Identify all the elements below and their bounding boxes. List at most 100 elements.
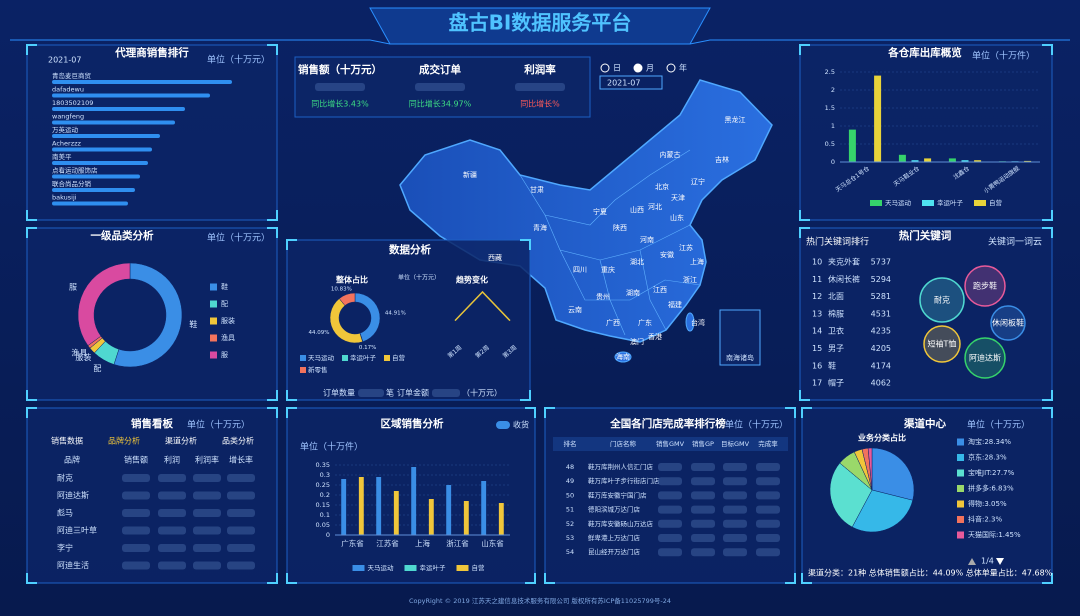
legend-swatch (300, 367, 306, 373)
tab[interactable]: 品类分析 (222, 436, 254, 446)
tab[interactable]: 品牌分析 (108, 436, 140, 446)
column-header: 门店名称 (610, 439, 637, 448)
page-prev[interactable] (968, 558, 976, 565)
legend-label: 拼多多:6.83% (968, 484, 1014, 493)
rank-cell: 49 (566, 477, 574, 485)
bar (341, 479, 347, 535)
keyword-bubble[interactable] (923, 325, 961, 363)
date-option[interactable] (600, 63, 610, 73)
store-cell: 昆山经开万达门店 (588, 547, 641, 556)
legend-label: 京东:28.3% (968, 453, 1007, 462)
legend-label: 配 (221, 300, 228, 308)
blurred-value (227, 509, 255, 517)
panel-unit: 单位（十万元） (207, 232, 270, 244)
region-label: 四川 (573, 266, 587, 274)
keyword-bubble[interactable] (919, 277, 965, 323)
brand-cell: 彪马 (57, 508, 73, 518)
column-header: 目标GMV (721, 439, 750, 448)
panel-corner (1042, 573, 1053, 584)
keyword-cell: 鞋 (828, 360, 836, 370)
region-label: 内蒙古 (660, 150, 681, 159)
date-option[interactable] (633, 63, 643, 73)
legend-swatch (957, 516, 964, 523)
y-tick-label: 0 (326, 531, 330, 539)
blurred-value (756, 463, 780, 471)
legend-label: 天猫国际:1.45% (968, 530, 1021, 539)
bar (52, 188, 135, 192)
blurred-value (691, 534, 715, 542)
page-next[interactable] (996, 558, 1004, 565)
bar (481, 481, 487, 535)
brand-cell: 阿迪达斯 (57, 490, 89, 500)
rank-cell: 53 (566, 534, 574, 542)
region-label: 宁夏 (593, 207, 607, 216)
bar (848, 129, 856, 162)
legend-swatch (384, 355, 390, 361)
keyword-cell: 4062 (871, 379, 891, 388)
column-header: 利润 (164, 455, 180, 465)
blurred-value (723, 505, 747, 514)
slice (77, 262, 131, 346)
toggle-label: 收货 (513, 420, 529, 430)
chart-title: 整体占比 (335, 275, 368, 285)
legend-label: 服装 (221, 316, 235, 325)
blurred-value (122, 526, 150, 535)
kpi-change: 同比增长% (520, 99, 560, 109)
keyword-bubble[interactable] (990, 305, 1026, 341)
panel-corner (520, 390, 531, 401)
panel-title: 销售看板 (131, 417, 173, 430)
region-label: 安徽 (660, 250, 674, 259)
bar-label: 万英运动 (52, 125, 79, 134)
region-label: 云南 (568, 305, 582, 314)
panel-corner (544, 407, 555, 418)
keyword-cell: 北面 (828, 292, 844, 301)
region-label: 陕西 (613, 223, 627, 232)
keyword-cell: 卫衣 (828, 326, 844, 336)
rank-cell: 52 (566, 520, 574, 528)
x-tick-label: 江苏省 (376, 538, 399, 548)
kpi-label: 销售额（十万元） (298, 63, 382, 76)
region-label: 西藏 (488, 253, 502, 262)
bar-label: 南美平 (52, 152, 72, 161)
keyword-cell: 12 (812, 292, 822, 301)
blurred-value (193, 561, 221, 570)
blurred-value (691, 463, 715, 471)
chart-title: 趋势变化 (455, 275, 488, 285)
bar (52, 161, 148, 165)
bar (52, 134, 160, 138)
rank-cell: 48 (566, 463, 574, 471)
panel-corner (26, 227, 37, 238)
keyword-bubble-label: 耐克 (934, 295, 950, 305)
blurred-value (315, 83, 365, 91)
bar (411, 467, 417, 535)
panel-title: 全国各门店完成率排行榜 (609, 417, 726, 430)
date-picker[interactable] (599, 75, 663, 90)
bar-label: 1803502109 (52, 99, 93, 107)
blurred-value (122, 474, 150, 482)
column-header: 完成率 (758, 439, 778, 448)
slice (851, 489, 914, 533)
bar (463, 501, 469, 535)
keyword-cell: 14 (812, 327, 822, 336)
orders-label: 订单数量 (323, 388, 355, 398)
toggle[interactable] (496, 421, 510, 429)
legend-label: 幸运叶子 (420, 563, 447, 572)
legend-label: 天马运动 (308, 354, 335, 362)
blurred-value (122, 561, 150, 570)
keyword-bubble[interactable] (964, 265, 1006, 307)
blurred-value (723, 477, 747, 486)
legend-label: 鞋 (221, 282, 228, 291)
tab[interactable]: 渠道分析 (165, 436, 197, 446)
keyword-bubble[interactable] (964, 337, 1006, 379)
y-tick-label: 0.3 (320, 471, 330, 479)
keyword-bubble-label: 跑步鞋 (973, 281, 997, 291)
tab[interactable]: 销售数据 (51, 436, 83, 446)
y-tick-label: 2.5 (825, 68, 835, 76)
blurred-value (691, 519, 715, 528)
date-option-label: 年 (679, 63, 687, 73)
legend-swatch (456, 565, 469, 571)
date-option[interactable] (666, 63, 676, 73)
legend-swatch (957, 531, 964, 539)
rank-cell: 54 (566, 548, 574, 556)
bar (428, 499, 434, 535)
